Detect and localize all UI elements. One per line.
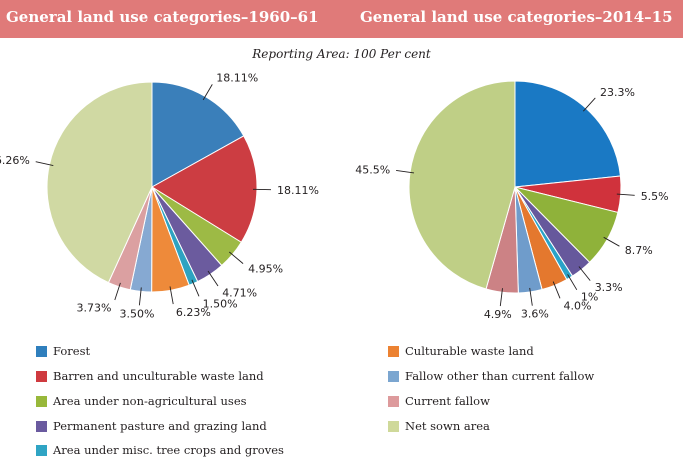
legend-swatch <box>388 346 399 357</box>
slice-label-right-3: 8.7% <box>625 244 653 257</box>
pie-chart-left: 18.11% 18.11% 4.95% 4.71%1.50%6.23% 3.50% 3.7… <box>0 72 319 321</box>
legend-swatch <box>36 421 47 432</box>
slice-label-left-6: 6.23% <box>176 306 211 319</box>
leader-line-right-2 <box>616 193 635 196</box>
pie-chart-right: 23.3% 5.5% 8.7% 3.3%1%4.0% 3.6% 4.9% 45.5% <box>355 80 669 321</box>
legend-swatch <box>36 445 47 456</box>
slice-label-left-3: 4.95% <box>248 263 283 276</box>
legend-label: Net sown area <box>405 419 490 433</box>
leader-line-right-1 <box>582 97 596 112</box>
slice-label-left-4: 4.71% <box>222 287 257 300</box>
right-chart-title: General land use categories–2014–15 <box>360 8 673 26</box>
leader-line-right-3 <box>603 236 620 247</box>
leader-line-right-9 <box>396 169 415 174</box>
leader-line-right-8 <box>499 288 503 307</box>
slice-label-right-1: 23.3% <box>600 86 635 99</box>
leader-line-right-5 <box>567 274 578 291</box>
header-band <box>0 0 683 38</box>
slice-label-right-8: 4.9% <box>484 308 512 321</box>
leader-line-left-3 <box>229 251 244 264</box>
leader-line-left-4 <box>207 270 219 287</box>
legend-swatch <box>36 371 47 382</box>
legend-swatch <box>36 346 47 357</box>
legend-swatch <box>36 396 47 407</box>
legend-swatch <box>388 421 399 432</box>
slice-label-right-2: 5.5% <box>641 190 669 203</box>
legend-label: Fallow other than current fallow <box>405 369 595 383</box>
legend-swatch <box>388 396 399 407</box>
legend-label: Culturable waste land <box>405 344 534 358</box>
slice-label-right-4: 3.3% <box>595 281 623 294</box>
leader-line-right-4 <box>578 266 591 281</box>
leader-line-left-7 <box>138 287 142 306</box>
leader-line-left-8 <box>114 282 121 301</box>
slice-label-left-1: 18.11% <box>216 72 258 85</box>
slice-label-left-9: 46.26% <box>0 154 30 167</box>
reporting-area-subtitle: Reporting Area: 100 Per cent <box>252 47 431 61</box>
slice-label-right-5: 1% <box>581 291 598 304</box>
legend-label: Barren and unculturable waste land <box>53 369 264 383</box>
leader-line-left-1 <box>202 84 213 101</box>
slice-label-right-7: 3.6% <box>521 308 549 321</box>
legend-label: Permanent pasture and grazing land <box>53 419 267 433</box>
legend-swatch <box>388 371 399 382</box>
slice-label-right-6: 4.0% <box>564 300 592 313</box>
leader-line-left-5 <box>191 279 200 297</box>
slice-label-left-8: 3.73% <box>77 302 112 315</box>
slice-label-left-2: 18.11% <box>277 184 319 197</box>
legend-label: Area under misc. tree crops and groves <box>53 443 284 457</box>
slice-label-right-9: 45.5% <box>355 163 390 176</box>
legend-label: Forest <box>53 344 91 358</box>
leader-line-left-6 <box>169 286 174 305</box>
leader-line-left-9 <box>35 161 54 167</box>
slice-label-left-5: 1.50% <box>203 298 238 311</box>
legend-label: Area under non-agricultural uses <box>53 394 247 408</box>
left-chart-title: General land use categories–1960–61 <box>6 8 319 26</box>
leader-line-right-7 <box>529 287 533 306</box>
legend-label: Current fallow <box>405 394 490 408</box>
leader-line-right-6 <box>552 281 561 299</box>
slice-label-left-7: 3.50% <box>120 307 155 320</box>
